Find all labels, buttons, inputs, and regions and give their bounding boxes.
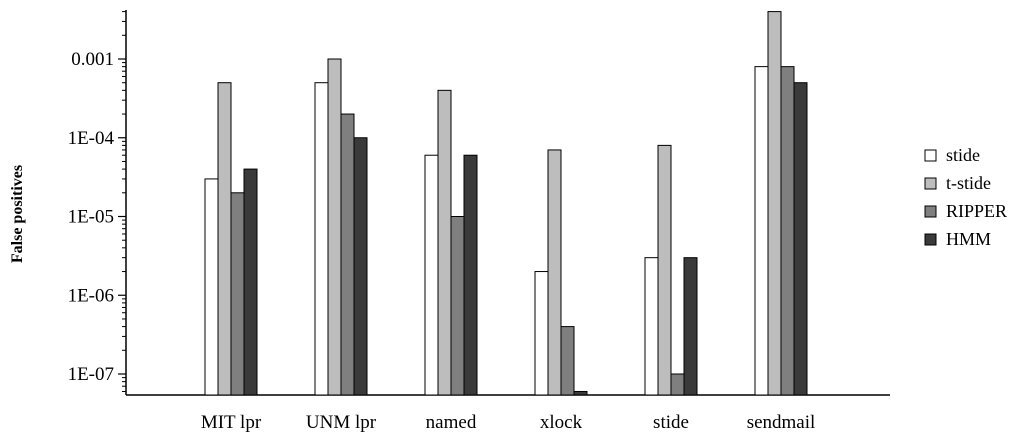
bar bbox=[353, 137, 368, 396]
y-tick-label: 0.001 bbox=[71, 49, 114, 70]
legend-swatch bbox=[924, 149, 937, 162]
legend-swatch bbox=[924, 205, 937, 218]
y-tick-label: 1E-04 bbox=[68, 128, 115, 149]
legend-swatch bbox=[924, 233, 937, 246]
y-tick-label: 1E-05 bbox=[68, 207, 114, 228]
x-tick-label: stide bbox=[653, 412, 689, 433]
tick-labels: 1E-07 1E-06 1E-05 1E-04 0.001 MIT lpr UNM lpr n… bbox=[68, 49, 816, 433]
bar bbox=[217, 82, 232, 396]
bar bbox=[340, 113, 355, 396]
x-tick-label: MIT lpr bbox=[201, 412, 262, 433]
bars bbox=[204, 11, 808, 396]
bar bbox=[450, 216, 465, 396]
bar bbox=[204, 178, 219, 396]
legend-swatch bbox=[924, 177, 937, 190]
bar bbox=[547, 149, 562, 396]
bar bbox=[463, 154, 478, 396]
bar bbox=[793, 82, 808, 396]
bar bbox=[314, 82, 329, 396]
bar bbox=[437, 89, 452, 396]
legend-label: stide bbox=[946, 145, 980, 165]
bar bbox=[657, 144, 672, 396]
bar bbox=[534, 271, 549, 396]
legend-label: RIPPER bbox=[946, 201, 1007, 221]
y-tick-label: 1E-07 bbox=[68, 364, 114, 385]
x-tick-label: sendmail bbox=[747, 412, 816, 433]
bar bbox=[767, 11, 782, 396]
x-tick-label: xlock bbox=[540, 412, 583, 433]
bar bbox=[560, 326, 575, 396]
bar bbox=[230, 192, 245, 396]
bar bbox=[644, 257, 659, 396]
x-tick-label: named bbox=[426, 412, 477, 433]
bar bbox=[683, 257, 698, 396]
legend: stide t-stide RIPPER HMM bbox=[924, 145, 1007, 249]
bar bbox=[327, 58, 342, 396]
bar bbox=[670, 373, 685, 396]
x-tick-label: UNM lpr bbox=[306, 412, 377, 433]
legend-label: HMM bbox=[946, 229, 991, 249]
legend-label: t-stide bbox=[946, 173, 991, 193]
bar bbox=[780, 66, 795, 396]
y-axis-label: False positives bbox=[9, 165, 26, 263]
bar bbox=[573, 390, 588, 396]
bar bbox=[243, 168, 258, 396]
y-tick-label: 1E-06 bbox=[68, 285, 114, 306]
bar bbox=[424, 154, 439, 396]
bar bbox=[754, 66, 769, 396]
